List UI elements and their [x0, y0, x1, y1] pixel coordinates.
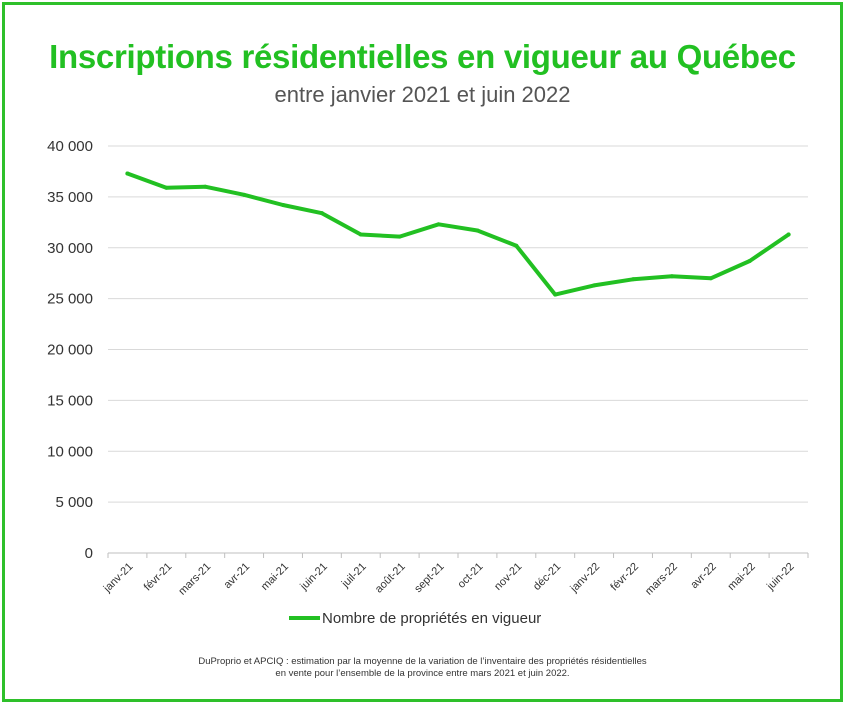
data-point [708, 276, 713, 281]
series-group [125, 171, 791, 297]
data-point [203, 184, 208, 189]
data-point [747, 258, 752, 263]
y-tick-label: 20 000 [47, 342, 93, 359]
data-point [242, 192, 247, 197]
x-tick-label: déc-21 [531, 561, 563, 593]
data-point [358, 232, 363, 237]
x-tick-label: janv-22 [568, 561, 603, 596]
x-tick-label: août-21 [373, 561, 408, 596]
y-tick-label: 5 000 [55, 494, 93, 511]
y-tick-label: 35 000 [47, 189, 93, 206]
footnote-line-2: en vente pour l’ensemble de la province … [275, 668, 570, 679]
y-tick-label: 0 [85, 545, 93, 562]
chart-title: Inscriptions résidentielles en vigueur a… [49, 38, 796, 75]
x-tick-label: févr-22 [608, 561, 641, 594]
data-point [669, 274, 674, 279]
legend-label: Nombre de propriétés en vigueur [322, 610, 541, 627]
chart-subtitle: entre janvier 2021 et juin 2022 [274, 82, 571, 107]
series-line [125, 171, 791, 297]
x-tick-label: mars-21 [176, 561, 213, 598]
y-tick-label: 25 000 [47, 291, 93, 308]
data-point [631, 277, 635, 282]
data-point [164, 185, 169, 190]
x-tick-label: juin-21 [297, 561, 330, 594]
footnote: DuProprio et APCIQ : estimation par la m… [0, 656, 845, 680]
x-tick-label: juil-21 [339, 561, 369, 591]
x-tick-label: avr-22 [688, 561, 719, 592]
x-tick-label: sept-21 [412, 561, 446, 595]
x-tick-label: mai-22 [726, 561, 758, 593]
data-point [397, 234, 402, 239]
x-tick-label: mars-22 [643, 561, 680, 598]
x-tick-label: févr-21 [142, 561, 175, 594]
data-point [281, 203, 285, 208]
footnote-line-1: DuProprio et APCIQ : estimation par la m… [198, 656, 647, 667]
y-tick-label: 10 000 [47, 443, 93, 460]
data-point [125, 171, 130, 176]
x-tick-label: mai-21 [259, 561, 291, 593]
y-tick-label: 15 000 [47, 392, 93, 409]
data-point [319, 211, 324, 216]
data-point [592, 283, 597, 288]
data-point [786, 232, 791, 237]
y-tick-label: 40 000 [47, 138, 93, 155]
x-axis [107, 552, 809, 558]
y-tick-label: 30 000 [47, 240, 93, 257]
data-point [475, 228, 480, 233]
x-axis-ticks: janv-21 févr-21 mars-21 avr-21 mai-21 juin-21… [101, 561, 797, 598]
data-point [553, 292, 558, 297]
gridlines [108, 145, 808, 503]
y-axis-ticks: 0 5 000 10 000 15 000 20 000 25 000 30 000 35 0… [47, 138, 93, 562]
x-tick-label: juin-22 [764, 561, 797, 594]
x-tick-label: oct-21 [455, 561, 485, 591]
x-tick-label: nov-21 [492, 561, 524, 593]
x-tick-label: janv-21 [101, 561, 136, 596]
data-point [436, 222, 441, 227]
x-tick-label: avr-21 [222, 561, 253, 592]
data-point [514, 243, 519, 248]
legend: Nombre de propriétés en vigueur [289, 610, 541, 627]
